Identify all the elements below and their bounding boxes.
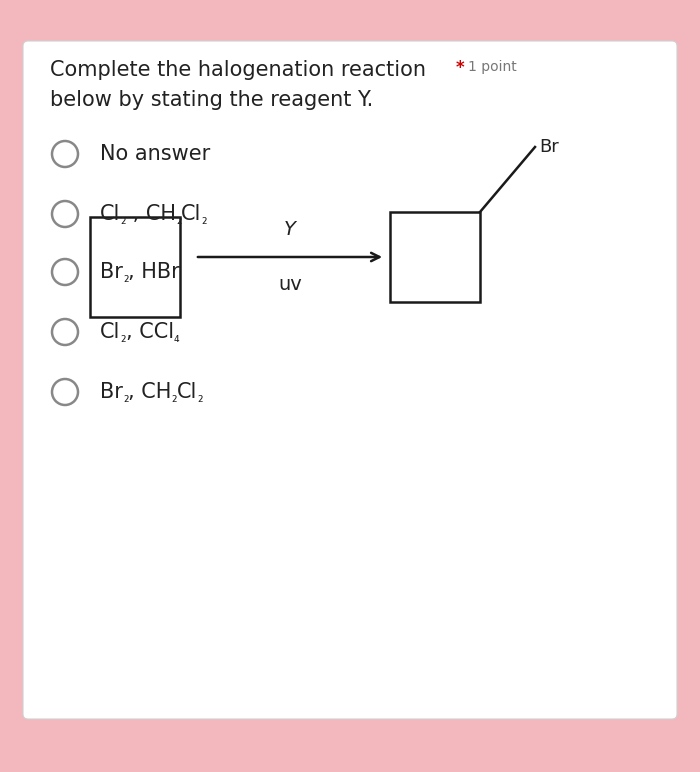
Text: ₄: ₄ xyxy=(174,331,180,345)
Circle shape xyxy=(52,201,78,227)
Circle shape xyxy=(52,379,78,405)
Text: *: * xyxy=(456,59,465,77)
Text: , CCl: , CCl xyxy=(126,322,174,342)
Text: No answer: No answer xyxy=(100,144,210,164)
Text: below by stating the reagent Y.: below by stating the reagent Y. xyxy=(50,90,373,110)
Text: ₂: ₂ xyxy=(123,271,128,285)
Circle shape xyxy=(52,259,78,285)
Text: , CH: , CH xyxy=(126,204,176,224)
FancyBboxPatch shape xyxy=(23,41,677,719)
Text: , CH: , CH xyxy=(128,382,172,402)
Text: ₂: ₂ xyxy=(176,213,181,227)
Text: Br: Br xyxy=(539,138,559,156)
Text: uv: uv xyxy=(278,275,302,294)
Text: Complete the halogenation reaction: Complete the halogenation reaction xyxy=(50,60,426,80)
Bar xyxy=(390,212,480,302)
Circle shape xyxy=(52,319,78,345)
Bar xyxy=(90,217,180,317)
Circle shape xyxy=(52,141,78,167)
Text: Cl: Cl xyxy=(181,204,202,224)
Text: ₂: ₂ xyxy=(120,213,126,227)
Text: ₂: ₂ xyxy=(172,391,177,405)
Text: , HBr: , HBr xyxy=(128,262,180,282)
Text: Cl: Cl xyxy=(100,204,120,224)
Text: ₂: ₂ xyxy=(123,391,128,405)
Text: ₂: ₂ xyxy=(197,391,203,405)
Text: Br: Br xyxy=(100,262,123,282)
Text: Y: Y xyxy=(284,220,296,239)
Text: Cl: Cl xyxy=(100,322,120,342)
Text: Br: Br xyxy=(100,382,123,402)
Text: ₂: ₂ xyxy=(120,331,126,345)
Text: 1 point: 1 point xyxy=(468,60,517,74)
Text: Cl: Cl xyxy=(177,382,197,402)
Text: ₂: ₂ xyxy=(202,213,207,227)
